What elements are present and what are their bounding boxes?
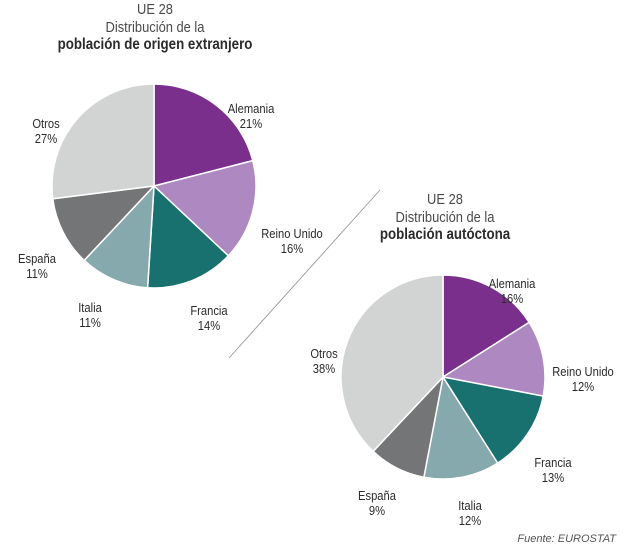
slice-label-value: 27% (34, 131, 58, 146)
slice-label-value: 11% (79, 315, 101, 330)
pie-slice-alemania (442, 274, 531, 379)
slice-label: Reino Unido 12% (552, 364, 614, 394)
source-note: Fuente: EUROSTAT (517, 533, 616, 545)
pie-slice-espana (51, 184, 156, 262)
pie-slice-reino-unido (440, 321, 546, 397)
title-line-1: UE 28 (137, 1, 173, 18)
slice-label-value: 9% (368, 503, 386, 518)
divider-line (228, 189, 381, 359)
slice-label-name: Francia (190, 303, 228, 318)
pie-slice-reino-unido (152, 159, 257, 257)
title-line-3: población de origen extranjero (57, 36, 253, 54)
pie-chart-native (340, 274, 546, 480)
slice-label-name: Alemania (227, 101, 275, 116)
slice-label-name: España (18, 251, 56, 266)
slice-label: Reino Unido 16% (261, 226, 323, 256)
pie-slice-otros (51, 83, 155, 200)
pie-slice-francia (441, 375, 545, 465)
title-line-3: población autóctona (379, 226, 511, 244)
slice-label-value: 14% (197, 318, 221, 333)
slice-label-value: 13% (541, 470, 565, 485)
slice-label: Otros 38% (310, 346, 337, 376)
title-line-2: Distribución de la (395, 208, 495, 226)
slice-label: Italia 12% (458, 498, 482, 528)
slice-label-name: Otros (32, 116, 60, 131)
slice-label: Francia 13% (534, 455, 571, 485)
slice-label-name: España (358, 488, 396, 503)
pie-slice-italia (83, 183, 155, 289)
slice-label: Otros 27% (32, 116, 59, 146)
slice-label: Alemania 16% (489, 276, 536, 306)
pie-slice-francia (146, 184, 230, 289)
slice-label-name: Italia (78, 300, 102, 315)
slice-label-name: Italia (458, 498, 482, 513)
slice-label: Alemania 21% (228, 101, 275, 131)
slice-label-value: 21% (239, 116, 263, 131)
pie-slice-alemania (153, 83, 254, 187)
chart-title-foreign-origin: UE 28 Distribución de la población de or… (20, 1, 290, 55)
slice-label: España 11% (18, 251, 56, 281)
slice-label-name: Reino Unido (261, 226, 323, 241)
slice-label: Italia 11% (78, 300, 102, 330)
slice-label: Francia 14% (190, 303, 227, 333)
slice-label-value: 38% (312, 361, 336, 376)
title-line-1: UE 28 (427, 191, 463, 208)
slice-label-value: 12% (571, 379, 595, 394)
slice-label-name: Francia (534, 455, 572, 470)
slice-label-name: Alemania (488, 276, 536, 291)
slice-label-value: 16% (280, 241, 304, 256)
pie-slice-italia (423, 374, 499, 480)
pie-chart-foreign-origin (51, 83, 257, 289)
slice-label: España 9% (358, 488, 396, 518)
title-line-2: Distribución de la (105, 18, 205, 36)
slice-label-name: Reino Unido (552, 364, 614, 379)
slice-label-name: Otros (310, 346, 338, 361)
slice-label-value: 12% (458, 513, 482, 528)
slice-label-value: 16% (500, 291, 524, 306)
chart-title-native: UE 28 Distribución de la población autóc… (345, 191, 545, 245)
slice-label-value: 11% (26, 266, 48, 281)
pie-slice-otros (340, 274, 444, 453)
